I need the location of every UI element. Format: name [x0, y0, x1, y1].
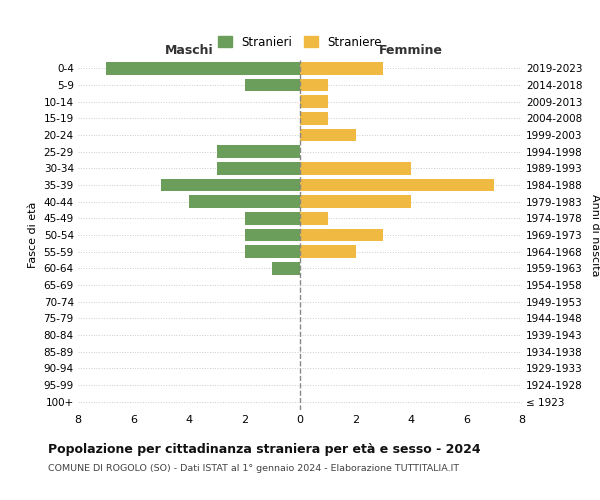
Bar [300, 196, 411, 208]
Bar [300, 229, 383, 241]
Text: Maschi: Maschi [164, 44, 214, 57]
Bar [300, 246, 355, 258]
Y-axis label: Anni di nascita: Anni di nascita [590, 194, 599, 276]
Bar [300, 96, 328, 108]
Bar [300, 62, 383, 74]
Bar [300, 112, 328, 124]
Bar [300, 179, 494, 191]
Bar [245, 78, 300, 91]
Bar [272, 262, 300, 274]
Bar [245, 212, 300, 224]
Bar [161, 179, 300, 191]
Legend: Stranieri, Straniere: Stranieri, Straniere [213, 31, 387, 54]
Bar [189, 196, 300, 208]
Bar [300, 162, 411, 174]
Text: Femmine: Femmine [379, 44, 443, 57]
Bar [300, 128, 355, 141]
Bar [300, 78, 328, 91]
Text: COMUNE DI ROGOLO (SO) - Dati ISTAT al 1° gennaio 2024 - Elaborazione TUTTITALIA.: COMUNE DI ROGOLO (SO) - Dati ISTAT al 1°… [48, 464, 459, 473]
Bar [217, 146, 300, 158]
Bar [245, 229, 300, 241]
Bar [300, 212, 328, 224]
Bar [106, 62, 300, 74]
Text: Popolazione per cittadinanza straniera per età e sesso - 2024: Popolazione per cittadinanza straniera p… [48, 442, 481, 456]
Bar [217, 162, 300, 174]
Y-axis label: Fasce di età: Fasce di età [28, 202, 38, 268]
Bar [245, 246, 300, 258]
